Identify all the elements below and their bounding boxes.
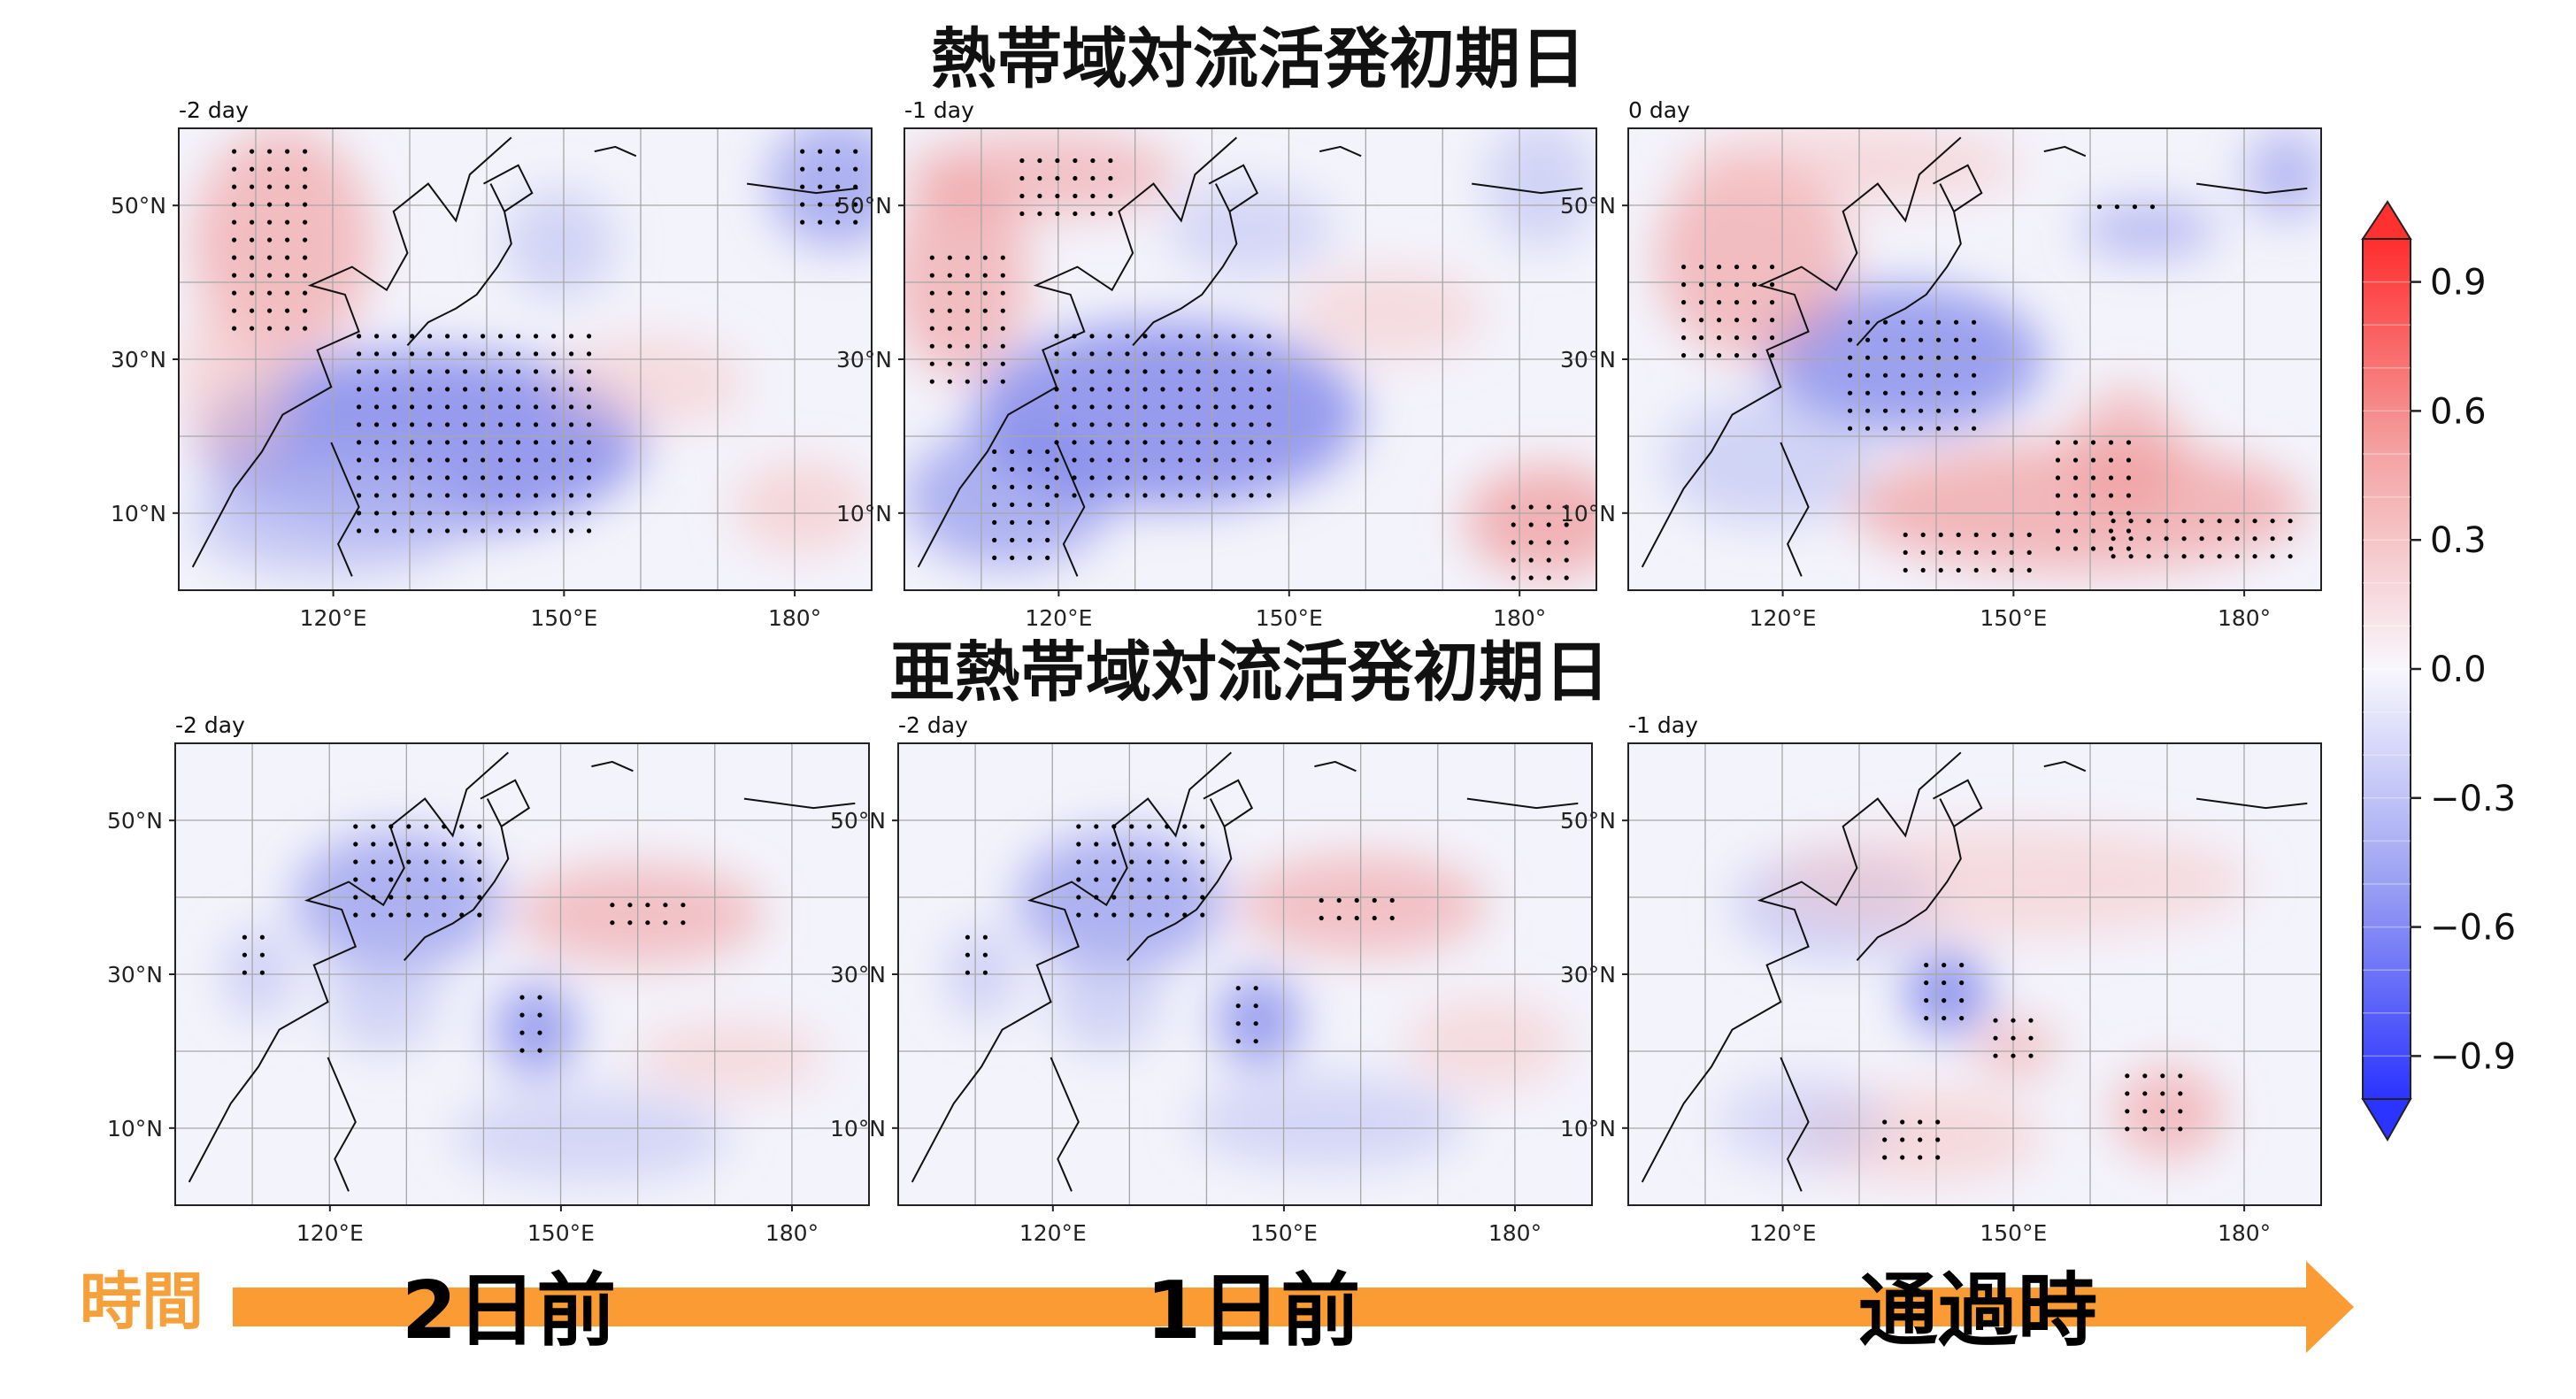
lon-tick-label: 150°E <box>1980 1220 2047 1246</box>
lat-tick-label: 10°N <box>107 1116 163 1141</box>
significance-stipples <box>232 149 858 534</box>
gridlines <box>1628 743 2321 1205</box>
top-title: 熱帯域対流活発初期日 <box>931 21 1586 97</box>
lon-tick-label: 180° <box>768 605 821 631</box>
map-panels: 120°E 150°E 180° 50°N 30°N 10°N -2 day 120°E 150… <box>107 97 2322 1246</box>
colorbar-tick-label: −0.3 <box>2430 779 2516 819</box>
colorbar-body <box>2362 238 2411 1100</box>
map-panel-3: 120°E 150°E 180° 50°N 30°N 10°N 0 day <box>1560 97 2322 631</box>
lon-tick-label: 120°E <box>300 605 367 631</box>
coastlines <box>911 751 1579 1192</box>
lon-tick-label: 120°E <box>1749 605 1817 631</box>
lat-tick-label: 50°N <box>1560 808 1616 834</box>
anomaly-field <box>1656 128 2321 573</box>
panel-day-label: -2 day <box>179 97 249 123</box>
coastlines <box>1641 136 2308 577</box>
lon-tick-label: 120°E <box>296 1220 364 1246</box>
anomaly-field <box>223 831 827 1182</box>
significance-stipples <box>242 824 686 1053</box>
lon-tick-label: 180° <box>1493 605 1546 631</box>
lat-tick-label: 30°N <box>1560 962 1616 988</box>
lon-tick-label: 150°E <box>1980 605 2047 631</box>
timeline-step-2days: 2日前 <box>402 1264 617 1357</box>
panel-day-label: -2 day <box>898 712 968 738</box>
lat-tick-label: 50°N <box>107 808 163 834</box>
colorbar: 0.9 0.6 0.3 0.0 −0.3 −0.6 −0.9 <box>2361 200 2516 1141</box>
coastlines <box>1641 751 2308 1192</box>
lon-tick-label: 150°E <box>1256 605 1323 631</box>
anomaly-field <box>904 128 1596 577</box>
lon-tick-label: 120°E <box>1025 605 1092 631</box>
lat-tick-label: 10°N <box>1560 501 1616 527</box>
colorbar-tick-label: 0.6 <box>2430 391 2487 432</box>
lon-tick-label: 180° <box>1488 1220 1542 1246</box>
lat-tick-label: 50°N <box>830 808 886 834</box>
gridlines <box>1628 128 2321 590</box>
lat-tick-label: 50°N <box>1560 193 1616 219</box>
gridlines <box>179 128 872 590</box>
colorbar-top-triangle <box>2361 200 2412 240</box>
lon-tick-label: 180° <box>2218 1220 2271 1246</box>
timeline: 時間 2日前 1日前 通過時 <box>80 1261 2354 1357</box>
timeline-step-1day: 1日前 <box>1146 1264 1361 1357</box>
colorbar-tick-label: −0.9 <box>2430 1036 2516 1077</box>
significance-stipples <box>1681 204 2293 573</box>
panel-day-label: 0 day <box>1628 97 1690 123</box>
panel-day-label: -2 day <box>175 712 245 738</box>
gridlines <box>898 743 1592 1205</box>
coastlines <box>917 136 1583 577</box>
anomaly-field <box>946 831 1572 1169</box>
colorbar-tick-label: 0.9 <box>2430 263 2487 304</box>
lat-tick-label: 10°N <box>836 501 892 527</box>
time-label: 時間 <box>80 1265 204 1338</box>
anomaly-field <box>179 128 872 577</box>
lon-tick-label: 120°E <box>1019 1220 1087 1246</box>
lon-tick-label: 180° <box>765 1220 819 1246</box>
gridlines <box>904 128 1596 590</box>
panel-day-label: -1 day <box>1628 712 1698 738</box>
significance-stipples <box>929 158 1569 580</box>
lat-tick-label: 50°N <box>836 193 892 219</box>
lat-tick-label: 30°N <box>830 962 886 988</box>
bottom-title: 亜熱帯域対流活発初期日 <box>889 634 1610 711</box>
lat-tick-label: 30°N <box>1560 347 1616 373</box>
map-panel-4: 120°E 150°E 180° 50°N 30°N 10°N -2 day <box>107 712 870 1246</box>
coastlines <box>191 136 858 577</box>
timeline-step-passage: 通過時 <box>1858 1264 2097 1357</box>
colorbar-tick-label: 0.0 <box>2430 650 2487 690</box>
colorbar-tick-label: −0.6 <box>2430 908 2516 949</box>
lon-tick-label: 150°E <box>1250 1220 1318 1246</box>
anomaly-field <box>1718 826 2252 1182</box>
map-panel-6: 120°E 150°E 180° 50°N 30°N 10°N -1 day <box>1560 712 2322 1246</box>
lat-tick-label: 10°N <box>830 1116 886 1141</box>
lat-tick-label: 50°N <box>111 193 166 219</box>
colorbar-bottom-triangle <box>2361 1098 2412 1141</box>
lat-tick-label: 10°N <box>1560 1116 1616 1141</box>
lon-tick-label: 150°E <box>530 605 597 631</box>
significance-stipples <box>965 824 1395 1044</box>
map-panel-2: 120°E 150°E 180° 50°N 30°N 10°N -1 day <box>836 97 1597 631</box>
lon-tick-label: 180° <box>2218 605 2271 631</box>
lon-tick-label: 120°E <box>1749 1220 1817 1246</box>
panel-day-label: -1 day <box>904 97 974 123</box>
lat-tick-label: 30°N <box>111 347 166 373</box>
lat-tick-label: 30°N <box>836 347 892 373</box>
timeline-arrow-head <box>2306 1261 2354 1353</box>
lat-tick-label: 10°N <box>111 501 166 527</box>
coastlines <box>188 751 856 1192</box>
gridlines <box>175 743 869 1205</box>
lon-tick-label: 150°E <box>527 1220 595 1246</box>
map-panel-5: 120°E 150°E 180° 50°N 30°N 10°N -2 day <box>830 712 1593 1246</box>
colorbar-tick-label: 0.3 <box>2430 520 2487 561</box>
map-panel-1: 120°E 150°E 180° 50°N 30°N 10°N -2 day <box>111 97 873 631</box>
lat-tick-label: 30°N <box>107 962 163 988</box>
significance-stipples <box>1882 963 2183 1160</box>
timeline-arrow-shaft <box>233 1288 2309 1326</box>
